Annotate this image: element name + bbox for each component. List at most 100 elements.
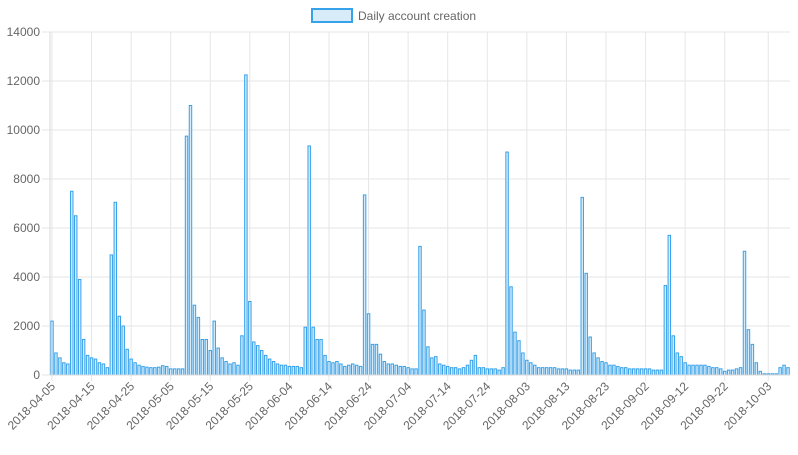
bar[interactable]	[50, 320, 54, 376]
bar[interactable]	[232, 362, 236, 376]
bar[interactable]	[533, 364, 537, 376]
bar[interactable]	[307, 145, 311, 376]
bar[interactable]	[212, 320, 216, 376]
bar[interactable]	[505, 151, 509, 376]
bar[interactable]	[699, 364, 703, 376]
bar[interactable]	[323, 354, 327, 376]
bar[interactable]	[548, 367, 553, 376]
bar[interactable]	[525, 359, 529, 376]
bar[interactable]	[200, 338, 205, 376]
bar[interactable]	[612, 364, 616, 376]
bar[interactable]	[117, 315, 121, 376]
bar[interactable]	[596, 357, 600, 376]
bar[interactable]	[220, 357, 224, 376]
bar[interactable]	[675, 352, 679, 376]
bar[interactable]	[406, 367, 410, 376]
legend-label[interactable]: Daily account creation	[358, 9, 476, 23]
bar[interactable]	[734, 368, 739, 376]
bar[interactable]	[66, 363, 70, 376]
bar[interactable]	[628, 368, 632, 376]
bar[interactable]	[691, 364, 695, 376]
bar[interactable]	[726, 369, 731, 376]
bar[interactable]	[81, 338, 86, 376]
bar[interactable]	[370, 343, 375, 376]
bar[interactable]	[485, 368, 489, 376]
bar[interactable]	[588, 336, 592, 376]
bar[interactable]	[509, 286, 513, 376]
bar[interactable]	[149, 367, 153, 376]
bar[interactable]	[616, 365, 620, 376]
bar[interactable]	[442, 364, 446, 376]
bar[interactable]	[497, 369, 501, 376]
bar[interactable]	[631, 368, 636, 376]
bar[interactable]	[711, 367, 715, 376]
bar[interactable]	[77, 278, 82, 376]
bar[interactable]	[600, 361, 604, 376]
bar[interactable]	[291, 365, 296, 376]
bar[interactable]	[374, 343, 379, 376]
bar[interactable]	[608, 364, 612, 376]
bar[interactable]	[663, 285, 668, 376]
bar[interactable]	[109, 254, 114, 376]
bar[interactable]	[438, 363, 442, 376]
bar[interactable]	[671, 335, 675, 376]
bar[interactable]	[105, 367, 110, 376]
bar[interactable]	[165, 365, 169, 376]
bar[interactable]	[695, 364, 699, 376]
bar[interactable]	[208, 350, 212, 376]
bar[interactable]	[339, 363, 343, 376]
bar[interactable]	[639, 368, 644, 376]
bar[interactable]	[382, 361, 387, 376]
bar[interactable]	[93, 358, 98, 376]
bar[interactable]	[62, 362, 66, 376]
bar[interactable]	[89, 357, 94, 376]
bar[interactable]	[141, 365, 145, 376]
bar[interactable]	[580, 196, 584, 376]
bar[interactable]	[659, 369, 664, 376]
bar[interactable]	[271, 361, 276, 376]
bar[interactable]	[477, 367, 482, 376]
bar[interactable]	[275, 363, 280, 376]
bar[interactable]	[738, 367, 743, 376]
bar[interactable]	[576, 369, 581, 376]
bar[interactable]	[157, 366, 161, 376]
bar[interactable]	[778, 367, 782, 376]
legend-swatch[interactable]	[311, 8, 353, 23]
bar[interactable]	[703, 364, 707, 376]
bar[interactable]	[267, 358, 272, 376]
bar[interactable]	[624, 367, 628, 376]
bar[interactable]	[556, 368, 561, 376]
bar[interactable]	[137, 364, 141, 376]
bar[interactable]	[572, 369, 577, 376]
bar[interactable]	[263, 354, 268, 376]
bar[interactable]	[172, 368, 177, 376]
bar[interactable]	[398, 365, 402, 376]
bar[interactable]	[414, 368, 418, 376]
bar[interactable]	[481, 367, 486, 376]
bar[interactable]	[236, 364, 240, 376]
bar[interactable]	[188, 105, 193, 376]
bar[interactable]	[58, 357, 62, 376]
bar[interactable]	[85, 354, 90, 376]
bar[interactable]	[651, 369, 656, 376]
bar[interactable]	[687, 364, 691, 376]
bar[interactable]	[604, 362, 608, 376]
bar[interactable]	[252, 341, 256, 376]
bar[interactable]	[683, 362, 687, 376]
bar[interactable]	[303, 326, 307, 376]
bar[interactable]	[722, 370, 727, 376]
bar[interactable]	[161, 365, 165, 376]
bar[interactable]	[501, 367, 505, 376]
bar[interactable]	[176, 368, 181, 376]
bar[interactable]	[746, 329, 751, 376]
bar[interactable]	[667, 234, 672, 376]
bar[interactable]	[513, 331, 517, 376]
bar[interactable]	[343, 365, 347, 376]
bar[interactable]	[299, 367, 304, 376]
bar[interactable]	[719, 368, 723, 376]
bar[interactable]	[386, 363, 391, 376]
bar[interactable]	[410, 368, 414, 376]
bar[interactable]	[655, 369, 660, 376]
bar[interactable]	[168, 368, 173, 376]
bar[interactable]	[153, 367, 157, 376]
